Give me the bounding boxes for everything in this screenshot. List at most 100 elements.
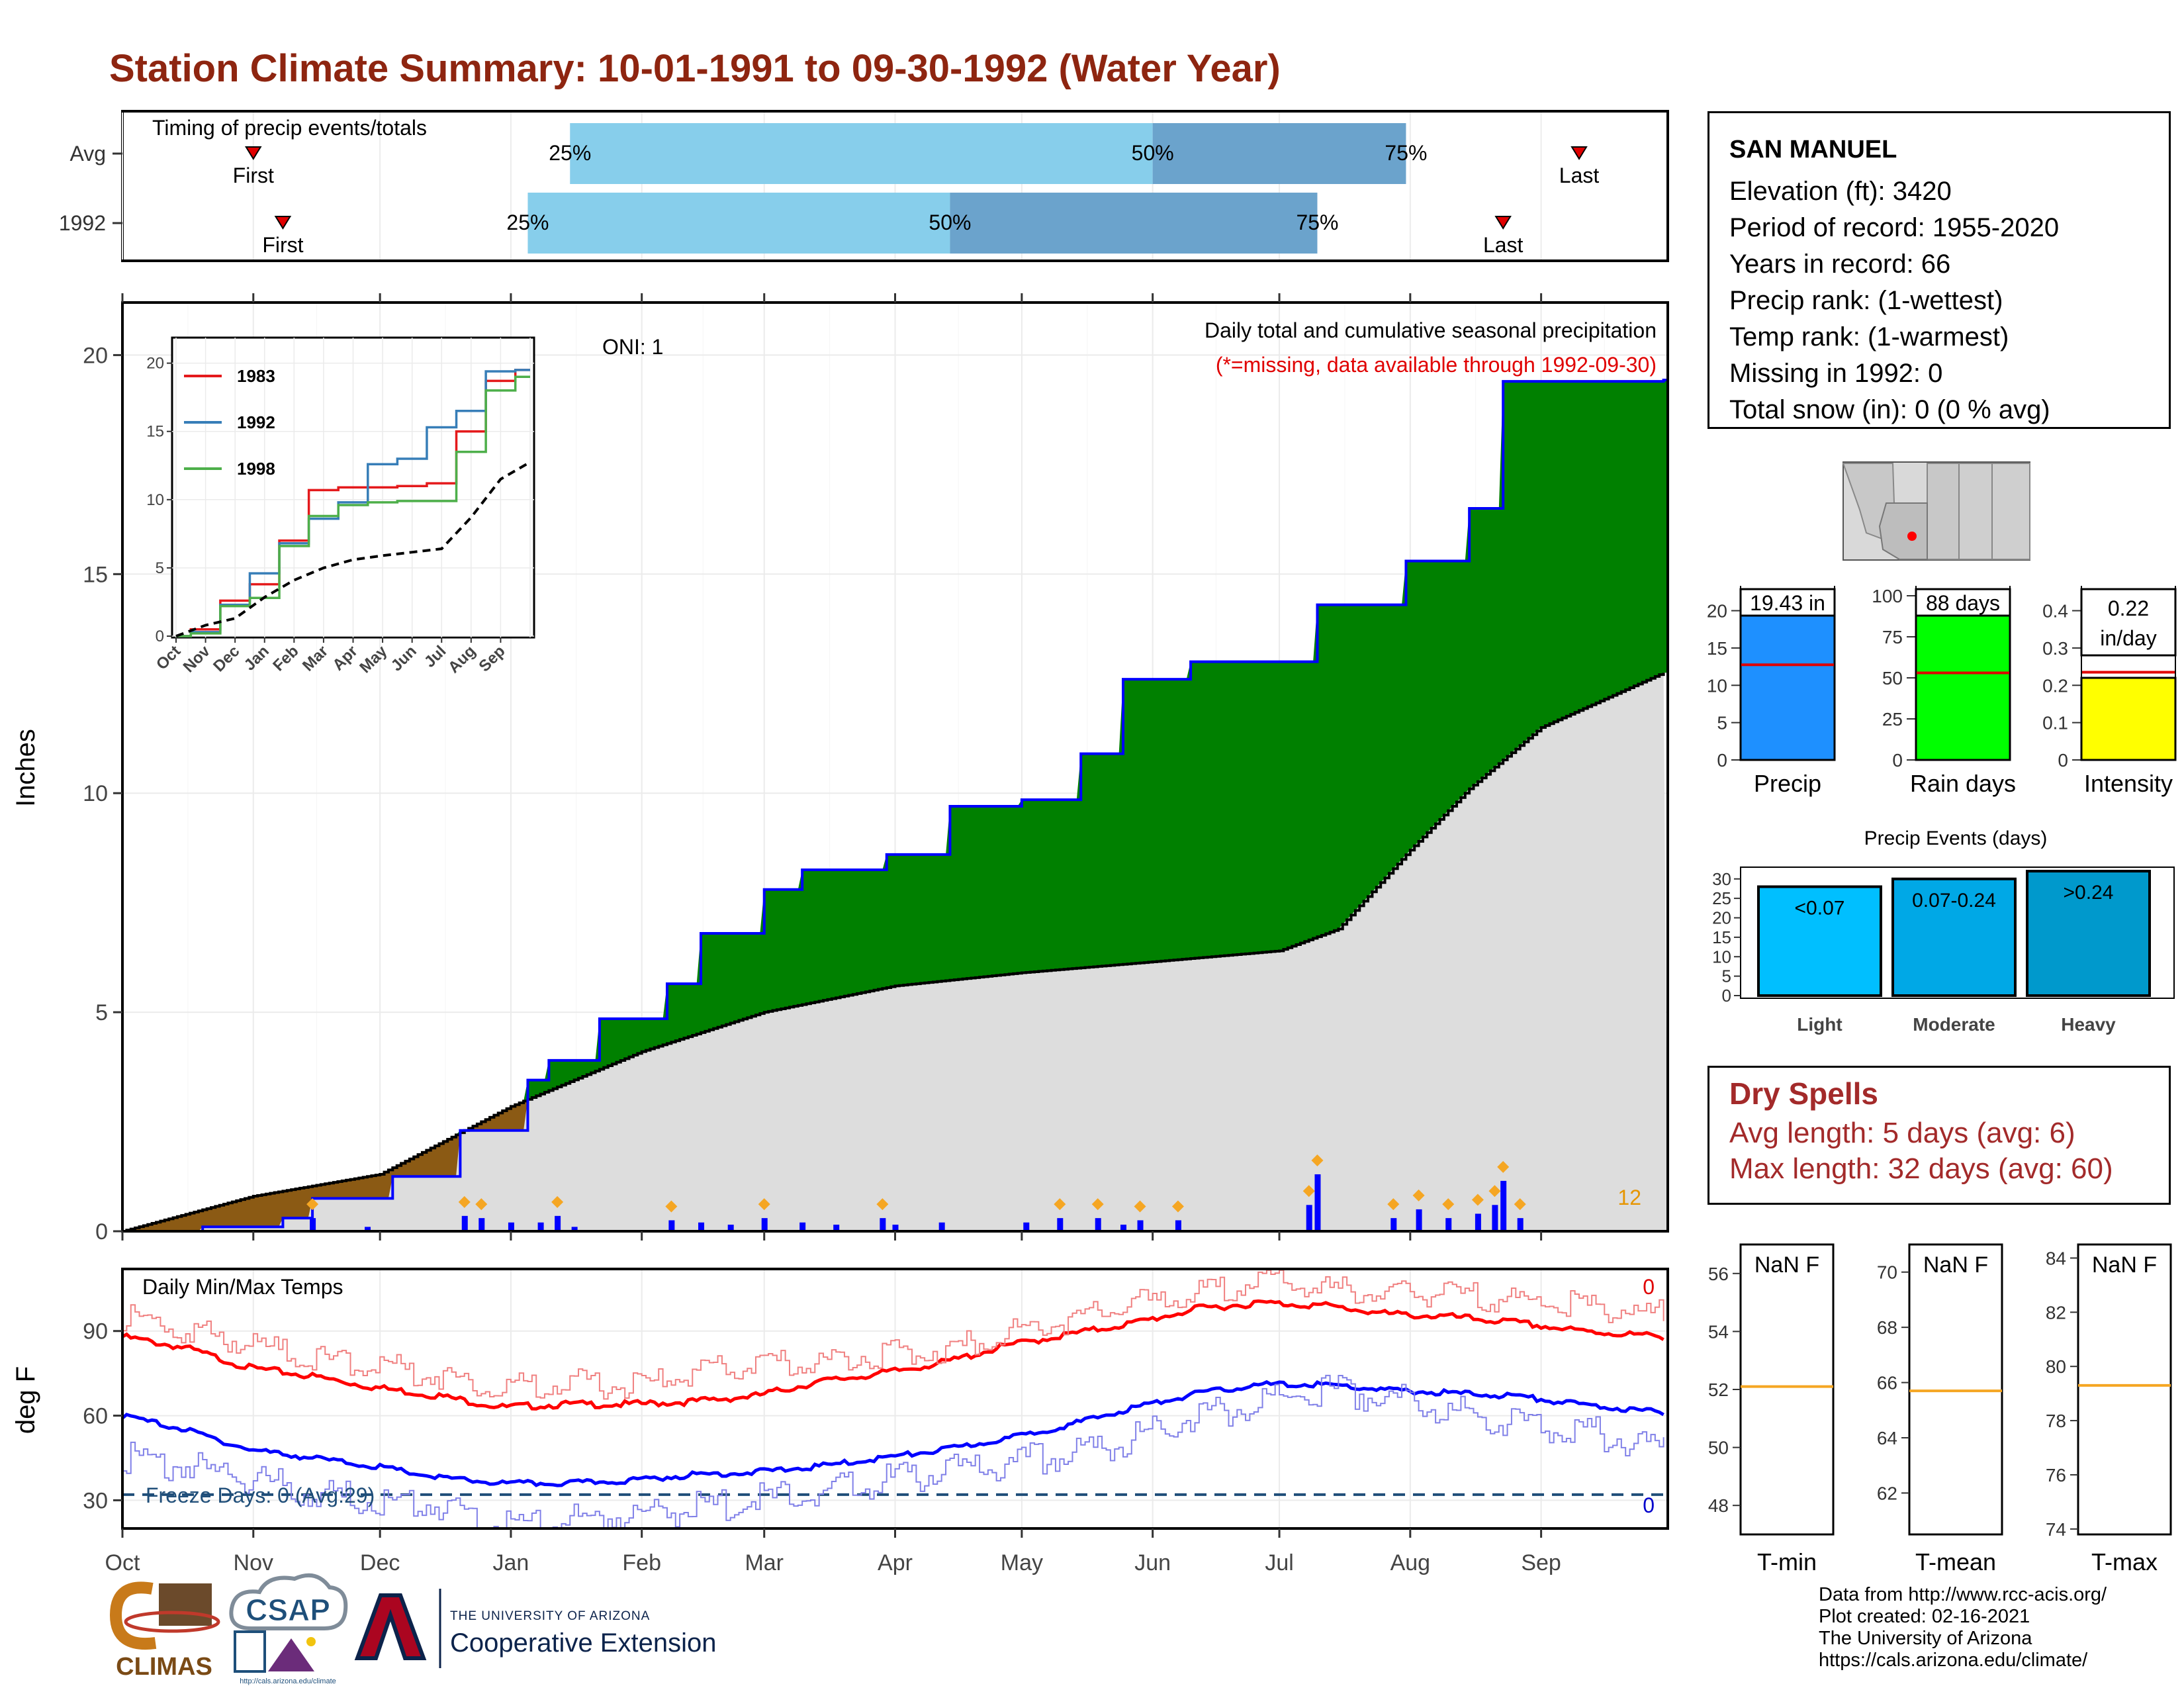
temp-ylabel: deg F — [11, 1366, 40, 1434]
mini-ytick-label: 0.1 — [2042, 713, 2068, 733]
daily-precip-bar — [1492, 1205, 1498, 1231]
temp-mini-ytick-label: 84 — [2046, 1248, 2066, 1268]
mini-ytick-label: 15 — [1707, 638, 1727, 659]
events-ytick-label: 5 — [1722, 966, 1731, 986]
daily-precip-bar — [461, 1215, 468, 1231]
mini-ytick-label: 75 — [1882, 627, 1903, 647]
mini-ytick-label: 100 — [1872, 586, 1903, 606]
mini-ytick-label: 0 — [2058, 750, 2068, 771]
page-title: Station Climate Summary: 10-01-1991 to 0… — [109, 47, 1281, 90]
daily-precip-bar — [537, 1222, 544, 1231]
daily-precip-bar — [698, 1222, 705, 1231]
inset-ytick-label: 10 — [146, 491, 164, 509]
station-years: Years in record: 66 — [1729, 250, 1951, 279]
inset-series-line — [176, 375, 530, 637]
daily-precip-bar — [508, 1222, 514, 1231]
temp-series-line — [122, 1380, 1664, 1487]
daily-precip-marker — [1134, 1200, 1146, 1213]
temp-mini-ytick-label: 52 — [1708, 1380, 1729, 1400]
mini-ytick-label: 10 — [1707, 675, 1727, 696]
average-cumulative-line — [122, 673, 1665, 1231]
events-bar-label: <0.07 — [1795, 898, 1845, 919]
temp-series-line — [122, 1299, 1664, 1411]
timeline-bar-50-75 — [1152, 123, 1406, 184]
station-temp-rank: Temp rank: (1-warmest) — [1729, 322, 2009, 352]
timeline-marker — [274, 216, 292, 230]
mini-value-label: 19.43 in — [1750, 591, 1825, 615]
temp-mini-ytick-label: 56 — [1708, 1264, 1729, 1284]
mini-value-label: 88 days — [1926, 591, 2000, 615]
daily-precip-bar — [555, 1215, 561, 1231]
daily-precip-bar — [1057, 1218, 1064, 1231]
mini-category-label: Precip — [1754, 770, 1821, 797]
daily-precip-bar — [727, 1225, 734, 1231]
daily-precip-bar — [938, 1222, 945, 1231]
mini-value-box — [2080, 588, 2177, 657]
temp-mini-value-label: NaN F — [1923, 1252, 1988, 1278]
daily-precip-marker — [1091, 1198, 1104, 1211]
inset-ytick-label: 15 — [146, 423, 164, 441]
station-marker — [1907, 532, 1917, 541]
svg-text:http://cals.arizona.edu/climat: http://cals.arizona.edu/climate — [240, 1677, 336, 1685]
mini-ytick-label: 0.4 — [2042, 601, 2068, 622]
temp-mini-ytick-label: 82 — [2046, 1302, 2066, 1323]
temp-mini-ytick-label: 80 — [2046, 1356, 2066, 1377]
freeze-label: Freeze Days: 0 (Avg:29) — [146, 1483, 375, 1507]
daily-precip-bar — [1314, 1174, 1321, 1231]
events-ytick-label: 20 — [1712, 908, 1731, 928]
events-bar — [1891, 877, 2017, 997]
climas-logo: CLIMAS — [109, 1581, 220, 1681]
dry-spells-max: Max length: 32 days (avg: 60) — [1729, 1152, 2113, 1185]
daily-precip-bar — [1416, 1209, 1422, 1231]
daily-precip-marker — [1387, 1198, 1400, 1211]
events-ytick-label: 10 — [1712, 947, 1731, 966]
events-category-label: Moderate — [1913, 1014, 1995, 1035]
daily-precip-marker — [1497, 1160, 1510, 1173]
temp-mini-ytick-label: 54 — [1708, 1321, 1729, 1342]
mini-ytick-label: 0.2 — [2042, 675, 2068, 696]
precip-ytick-label: 15 — [83, 562, 108, 587]
credits: Data from http://www.rcc-acis.org/ Plot … — [1819, 1584, 2107, 1671]
timeline-marker-label: First — [233, 164, 274, 187]
daily-precip-bar — [1500, 1180, 1507, 1231]
daily-precip-marker — [665, 1200, 678, 1213]
temp-mini-ytick-label: 62 — [1877, 1483, 1897, 1503]
inset-legend-label: 1998 — [237, 459, 275, 479]
mini-category-label: Intensity — [2084, 770, 2173, 797]
events-bar-label: 0.07-0.24 — [1912, 890, 1996, 912]
svg-text:Cooperative Extension: Cooperative Extension — [450, 1628, 716, 1658]
inset-legend-label: 1992 — [237, 412, 275, 432]
station-name: SAN MANUEL — [1729, 136, 1897, 164]
timeline-marker — [244, 146, 262, 160]
timeline-marker-label: First — [262, 233, 303, 257]
temp-mini-ytick-label: 50 — [1708, 1438, 1729, 1458]
timeline-marker — [1570, 146, 1588, 160]
mini-ytick-label: 5 — [1717, 713, 1727, 733]
credit-line: The University of Arizona — [1819, 1628, 2032, 1649]
mini-value-box — [1915, 588, 2011, 617]
above-average-area — [122, 380, 1668, 1231]
events-bar — [1757, 885, 1882, 997]
mini-bar — [1739, 614, 1836, 761]
daily-precip-bar — [571, 1227, 578, 1231]
daily-precip-marker — [1442, 1198, 1455, 1211]
daily-precip-marker — [1412, 1189, 1425, 1201]
daily-precip-bar — [365, 1227, 371, 1231]
timeline-percentile-label: 50% — [1132, 141, 1174, 165]
temp-mini-ytick-label: 70 — [1877, 1262, 1897, 1283]
month-label: Apr — [878, 1550, 913, 1575]
temp-ytick-label: 90 — [83, 1319, 108, 1344]
daily-precip-marker — [551, 1196, 564, 1208]
timeline-row-label-avg: Avg — [69, 142, 106, 165]
daily-precip-marker — [1514, 1198, 1526, 1211]
daily-precip-bar — [1475, 1213, 1481, 1231]
events-ytick-label: 15 — [1712, 927, 1731, 947]
precip-chart-subtitle: (*=missing, data available through 1992-… — [1216, 353, 1657, 377]
daily-precip-marker — [475, 1198, 488, 1211]
timeline-marker-label: Last — [1483, 233, 1524, 257]
daily-precip-marker — [1471, 1194, 1484, 1206]
temp-count-bottom: 0 — [1643, 1493, 1655, 1517]
timeline-percentile-label: 75% — [1385, 141, 1427, 165]
daily-precip-marker — [1488, 1185, 1501, 1197]
